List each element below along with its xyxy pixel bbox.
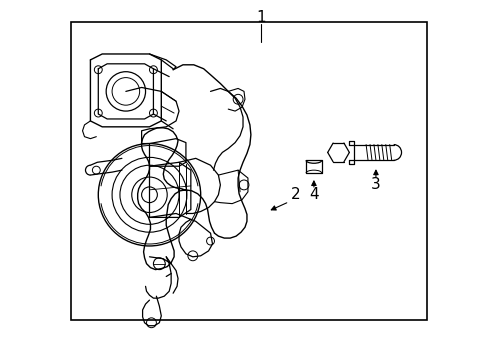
Text: 3: 3	[370, 177, 380, 193]
Bar	[71, 22, 427, 320]
Text: 4: 4	[308, 187, 318, 202]
Text: 1: 1	[255, 10, 265, 25]
Text: 2: 2	[290, 187, 300, 202]
